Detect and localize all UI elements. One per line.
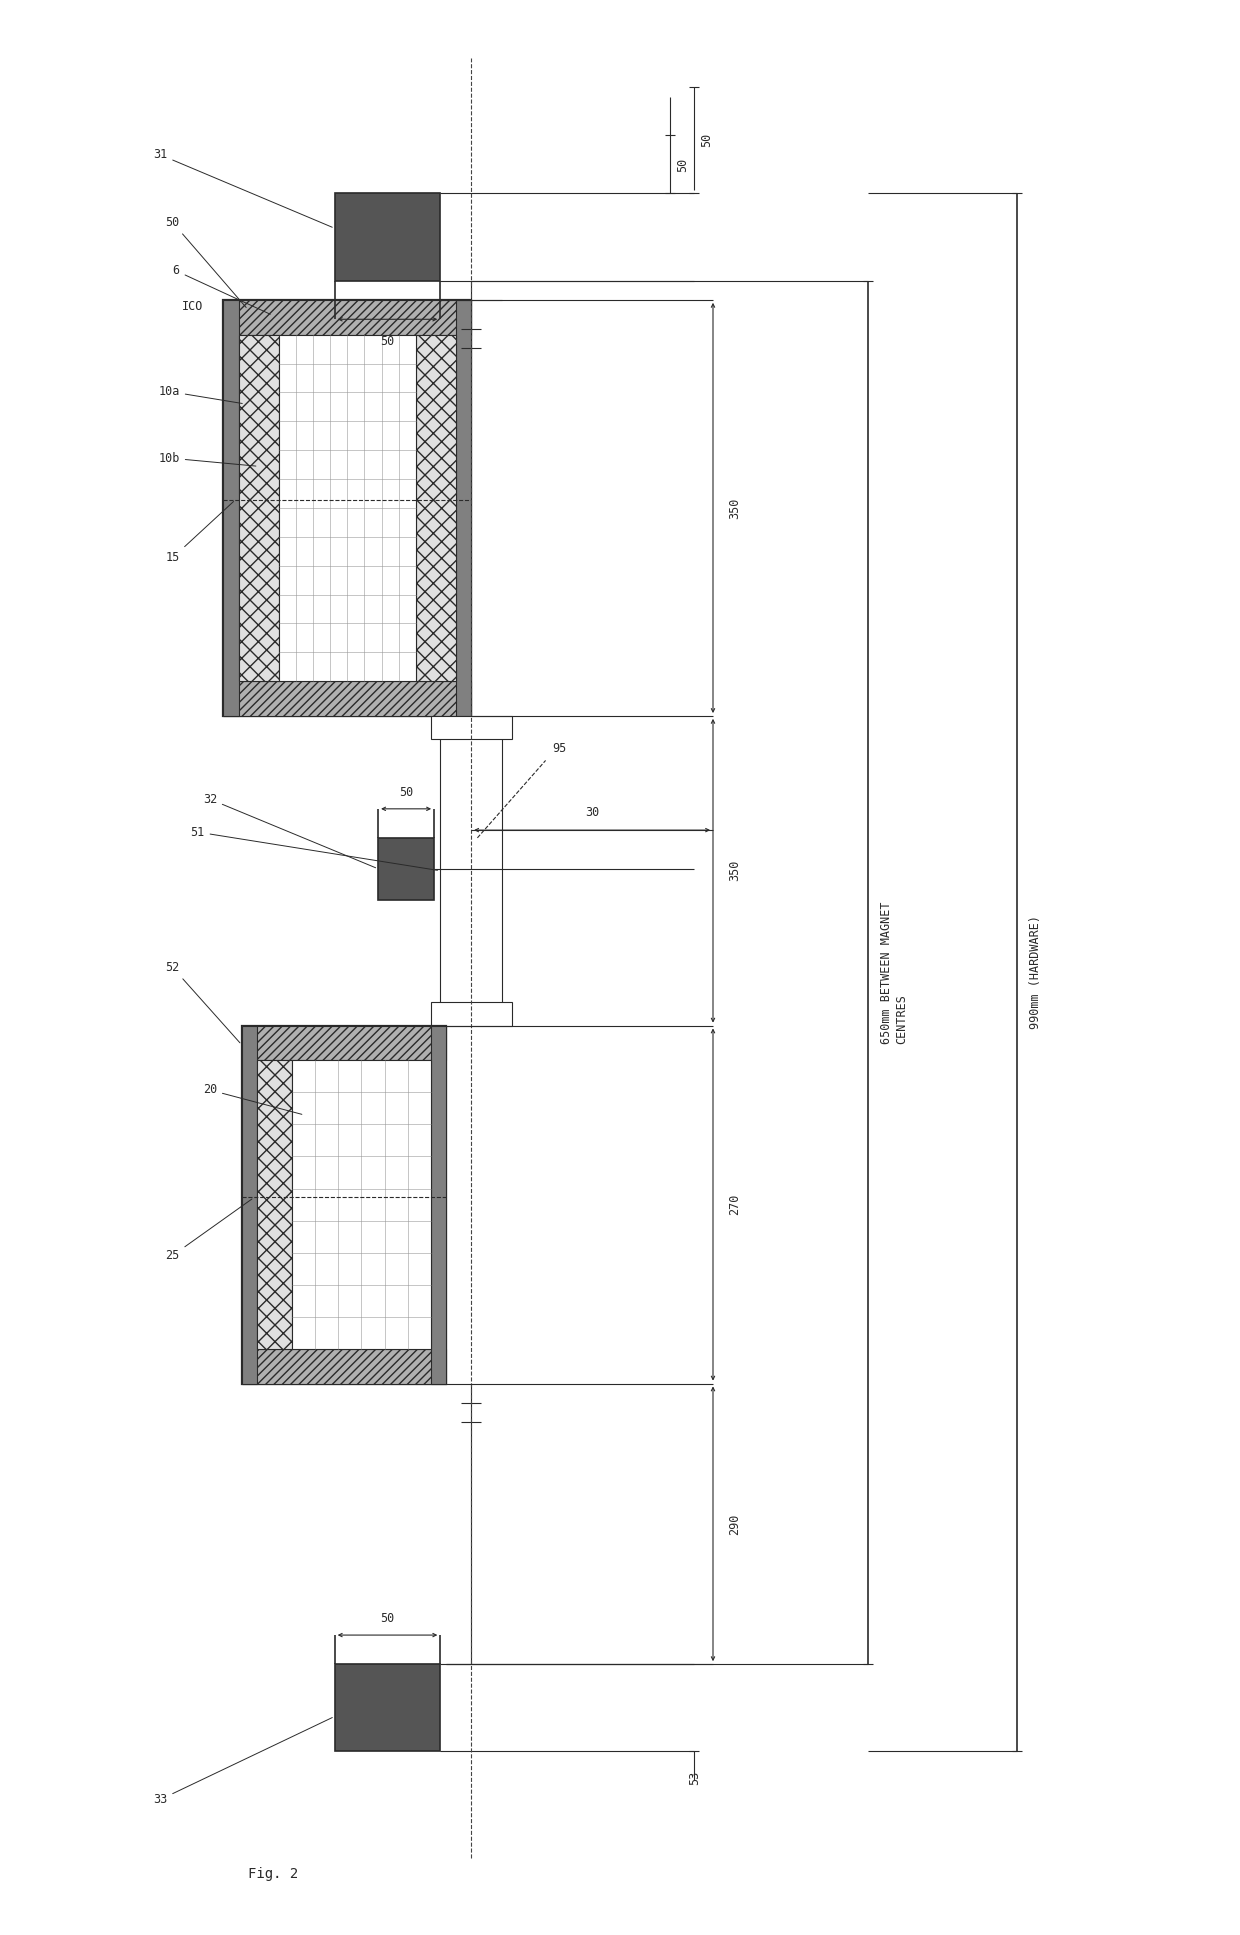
Text: 50: 50 [381, 1612, 394, 1625]
Text: 50: 50 [381, 335, 394, 348]
Bar [223, 681, 471, 716]
Bar [242, 1026, 446, 1384]
Bar [242, 1349, 446, 1384]
Text: 10b: 10b [159, 451, 255, 466]
Bar [223, 300, 239, 716]
Bar [223, 300, 471, 716]
Bar [432, 716, 512, 739]
Text: 50: 50 [166, 217, 247, 308]
Text: Fig. 2: Fig. 2 [248, 1867, 298, 1881]
Text: 33: 33 [154, 1718, 332, 1805]
Text: 650mm BETWEEN MAGNET
CENTRES: 650mm BETWEEN MAGNET CENTRES [880, 902, 909, 1043]
Bar [455, 300, 471, 716]
Text: 10a: 10a [159, 385, 242, 404]
Bar [335, 1664, 440, 1751]
Text: ICO: ICO [181, 300, 203, 313]
Text: 31: 31 [154, 149, 332, 226]
Bar [239, 335, 279, 681]
Bar [335, 194, 440, 281]
Text: 350: 350 [728, 859, 740, 882]
Text: 30: 30 [585, 805, 599, 819]
Text: 52: 52 [166, 962, 241, 1043]
Text: 290: 290 [728, 1513, 740, 1534]
Text: 15: 15 [166, 501, 233, 565]
Text: 270: 270 [728, 1194, 740, 1215]
Text: 350: 350 [728, 497, 740, 519]
Text: 50: 50 [701, 134, 713, 147]
Text: 32: 32 [203, 793, 376, 867]
Text: 990mm (HARDWARE): 990mm (HARDWARE) [1029, 915, 1042, 1029]
Text: 50: 50 [399, 786, 413, 799]
Bar [432, 1002, 512, 1026]
Text: 51: 51 [191, 826, 438, 871]
Bar [223, 300, 471, 335]
Bar [430, 1026, 446, 1384]
Text: 25: 25 [166, 1200, 252, 1262]
Bar [258, 1060, 293, 1349]
Text: 6: 6 [172, 265, 270, 313]
Bar [415, 335, 455, 681]
Text: 95: 95 [552, 741, 565, 755]
Bar [242, 1026, 258, 1384]
Bar [242, 1026, 446, 1060]
Bar [279, 335, 415, 681]
Bar [293, 1060, 430, 1349]
Text: 53: 53 [688, 1771, 701, 1784]
Bar [378, 838, 434, 900]
Text: 20: 20 [203, 1084, 301, 1115]
Text: 50: 50 [676, 157, 688, 172]
